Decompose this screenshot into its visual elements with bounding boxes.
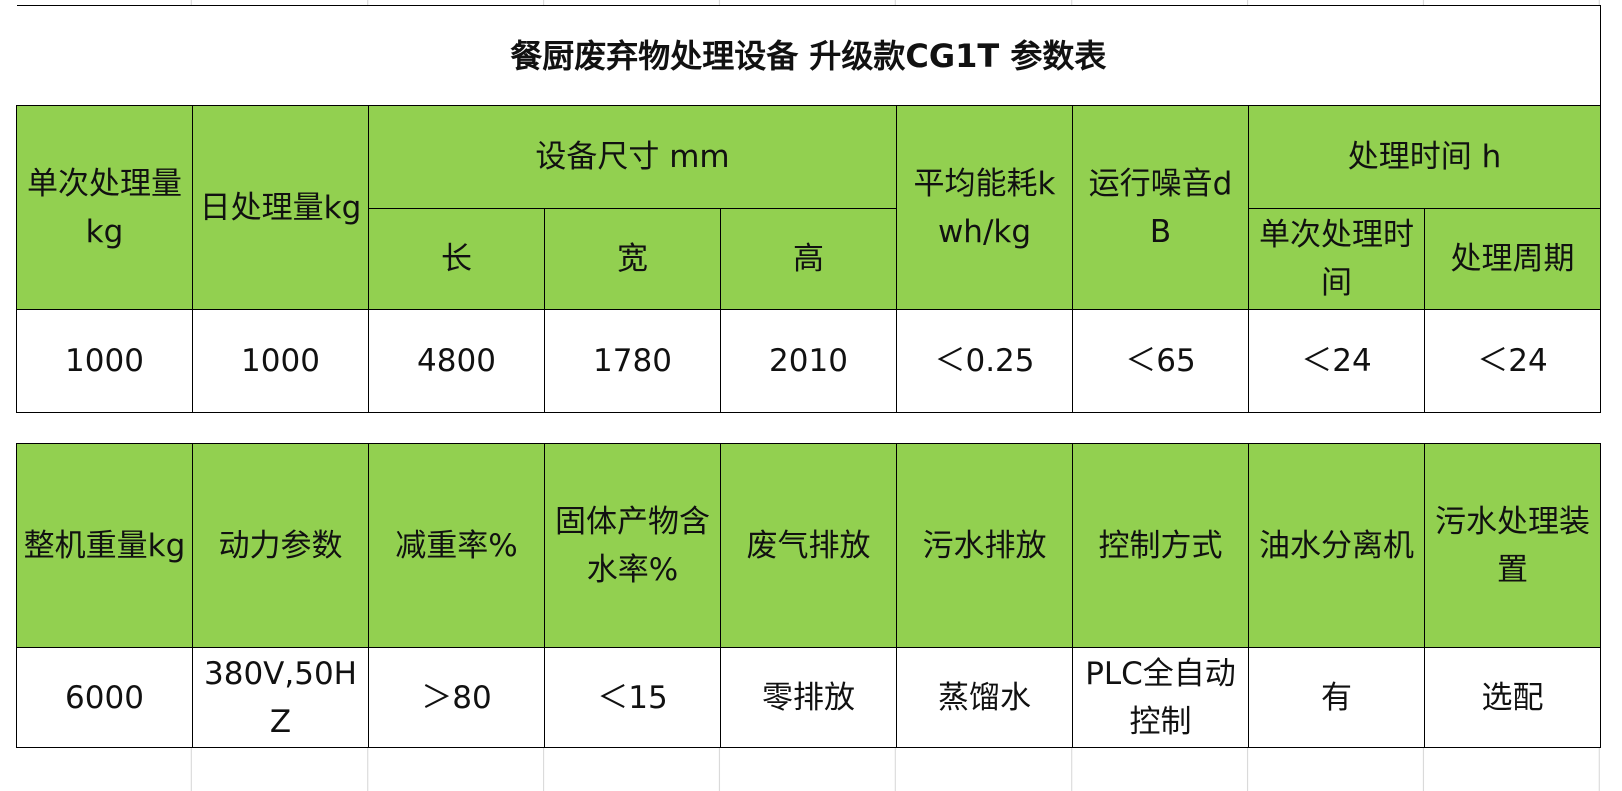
header-cell: 废气排放 [720, 443, 897, 648]
data-cell: ＞80 [368, 647, 545, 748]
data-cell: 有 [1248, 647, 1425, 748]
sub-header-cell: 处理周期 [1423, 208, 1602, 310]
header-cell: 污水排放 [896, 443, 1073, 648]
sub-header-cell: 高 [720, 208, 897, 310]
data-cell: 380V,50HZ [192, 647, 369, 748]
header-cell: 整机重量kg [16, 443, 193, 648]
header-cell: 控制方式 [1072, 443, 1249, 648]
data-cell: 2010 [720, 309, 897, 413]
header-cell: 处理时间 h [1247, 105, 1602, 209]
data-cell: ＜15 [544, 647, 721, 748]
header-cell: 减重率% [368, 443, 545, 648]
header-cell: 平均能耗kwh/kg [896, 105, 1073, 310]
data-cell: ＜24 [1423, 309, 1602, 413]
data-cell: 6000 [16, 647, 193, 748]
data-cell: 4800 [368, 309, 545, 413]
data-cell: ＜0.25 [896, 309, 1073, 413]
header-cell: 设备尺寸 mm [368, 105, 897, 209]
sub-header-cell: 宽 [544, 208, 721, 310]
header-cell: 单次处理量kg [16, 105, 193, 310]
spacer [16, 412, 1601, 444]
header-cell: 动力参数 [192, 443, 369, 648]
data-cell: PLC全自动控制 [1072, 647, 1249, 748]
header-cell: 运行噪音dB [1072, 105, 1249, 310]
sub-header-cell: 单次处理时间 [1248, 208, 1425, 310]
data-cell: 选配 [1423, 647, 1602, 748]
header-cell: 污水处理装置 [1423, 443, 1602, 648]
data-cell: ＜24 [1248, 309, 1425, 413]
data-cell: 零排放 [720, 647, 897, 748]
data-cell: 1780 [544, 309, 721, 413]
data-cell: ＜65 [1072, 309, 1249, 413]
header-cell: 固体产物含水率% [544, 443, 721, 648]
header-cell: 油水分离机 [1248, 443, 1425, 648]
data-cell: 1000 [192, 309, 369, 413]
spec-table: 餐厨废弃物处理设备 升级款CG1T 参数表 单次处理量kg 日处理量kg 设备尺寸 … [16, 5, 1602, 748]
header-cell: 日处理量kg [192, 105, 369, 310]
data-cell: 蒸馏水 [896, 647, 1073, 748]
data-cell: 1000 [16, 309, 193, 413]
table-title: 餐厨废弃物处理设备 升级款CG1T 参数表 [16, 5, 1602, 106]
sub-header-cell: 长 [368, 208, 545, 310]
